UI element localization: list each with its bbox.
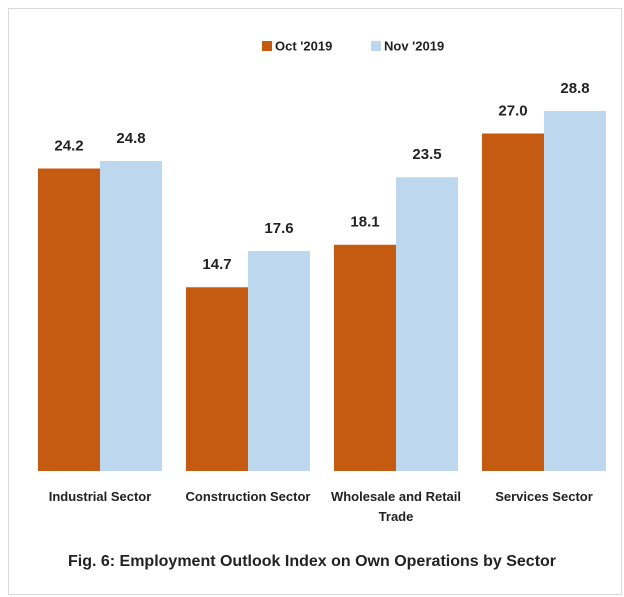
data-label: 24.8 xyxy=(116,130,145,147)
data-label: 23.5 xyxy=(412,146,441,163)
legend-swatch xyxy=(262,41,272,51)
x-tick-label: Wholesale and Retail Trade xyxy=(330,489,462,524)
bar xyxy=(38,168,100,471)
x-tick-label: Construction Sector xyxy=(185,489,311,504)
x-tick-label: Industrial Sector xyxy=(48,489,152,504)
data-label: 28.8 xyxy=(560,80,589,97)
data-label: 18.1 xyxy=(350,214,379,231)
bar xyxy=(186,287,248,471)
bar xyxy=(544,111,606,471)
data-label: 17.6 xyxy=(264,220,293,237)
data-label: 14.7 xyxy=(202,256,231,273)
data-label: 24.2 xyxy=(54,137,83,154)
bar xyxy=(396,177,458,471)
bar xyxy=(248,251,310,471)
bar xyxy=(482,133,544,471)
legend-label: Oct '2019 xyxy=(275,38,332,53)
chart-frame xyxy=(8,8,622,595)
data-label: 27.0 xyxy=(498,102,527,119)
legend-swatch xyxy=(371,41,381,51)
bar xyxy=(100,161,162,471)
bar xyxy=(334,244,396,471)
chart-title: Fig. 6: Employment Outlook Index on Own … xyxy=(67,553,557,570)
x-tick-label: Services Sector xyxy=(495,489,593,504)
legend-label: Nov '2019 xyxy=(384,38,444,53)
